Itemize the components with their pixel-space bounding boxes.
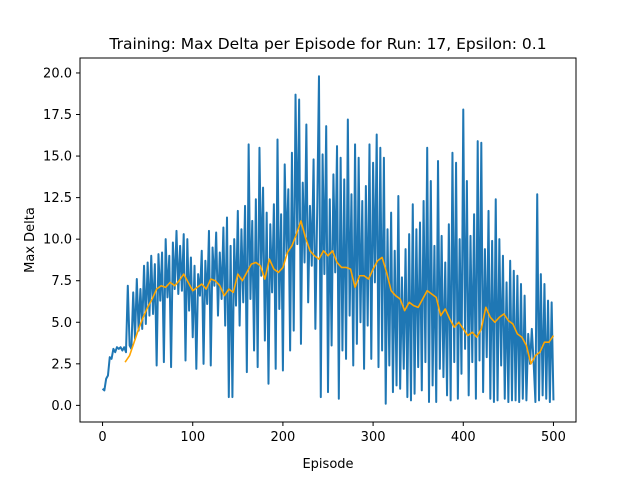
x-axis-title: Episode bbox=[302, 457, 353, 472]
y-tick-label: 5.0 bbox=[51, 316, 72, 331]
x-tick-label: 100 bbox=[180, 430, 205, 445]
y-tick-label: 20.0 bbox=[43, 66, 72, 81]
x-tick-label: 400 bbox=[451, 430, 476, 445]
y-tick-label: 7.5 bbox=[51, 274, 72, 289]
series-line-1 bbox=[101, 75, 555, 405]
x-tick-label: 0 bbox=[98, 430, 106, 445]
y-tick-label: 10.0 bbox=[43, 233, 72, 248]
x-tick-label: 500 bbox=[541, 430, 566, 445]
y-tick-label: 2.5 bbox=[51, 357, 72, 372]
chart-title: Training: Max Delta per Episode for Run:… bbox=[108, 35, 546, 53]
y-tick-label: 0.0 bbox=[51, 399, 72, 414]
series-line-2 bbox=[124, 220, 555, 365]
y-tick-label: 12.5 bbox=[43, 191, 72, 206]
axes-frame bbox=[79, 57, 577, 423]
x-tick-label: 200 bbox=[270, 430, 295, 445]
y-axis-title: Max Delta bbox=[23, 207, 38, 273]
tick-layer: 0 100 200 300 400 500 0.0 2.5 5.0 7.5 10.0 12.5 15.0… bbox=[43, 66, 566, 445]
x-tick-label: 300 bbox=[361, 430, 386, 445]
series-layer bbox=[101, 75, 555, 405]
y-tick-label: 15.0 bbox=[43, 150, 72, 165]
y-tick-label: 17.5 bbox=[43, 108, 72, 123]
